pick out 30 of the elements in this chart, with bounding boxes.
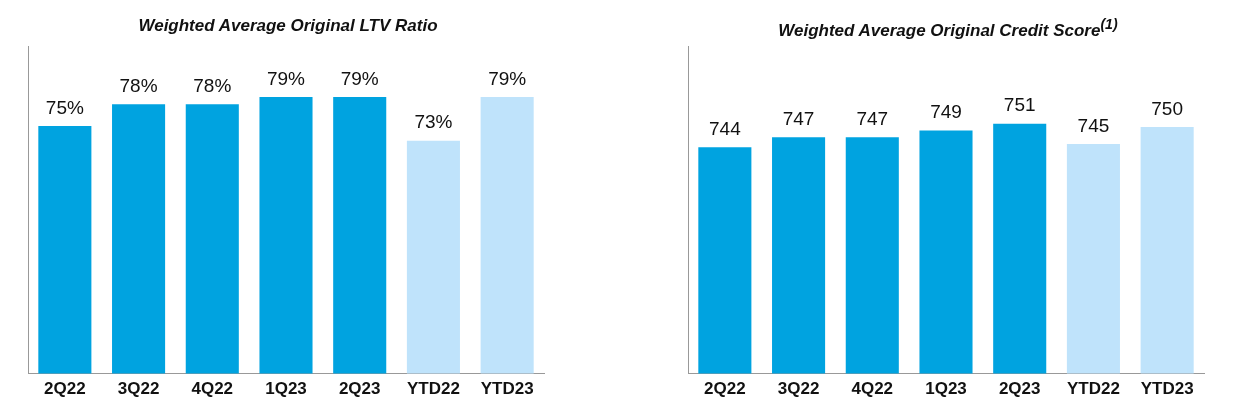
x-tick-label: 2Q22 (44, 379, 86, 399)
x-tick-label: 4Q22 (851, 379, 894, 399)
data-label: 747 (856, 107, 889, 129)
x-tick-label: 2Q23 (338, 379, 381, 399)
x-tick-label: 3Q22 (777, 379, 820, 399)
x-tick-label: 1Q23 (925, 379, 967, 399)
x-tick-label: 4Q22 (191, 379, 234, 399)
data-label: 750 (1151, 97, 1183, 119)
data-label: 79% (266, 67, 306, 89)
data-label: 744 (709, 118, 742, 140)
x-tick-label: YTD23 (480, 379, 534, 399)
x-tick-label: 2Q22 (704, 379, 746, 399)
data-label: 749 (930, 101, 962, 123)
x-tick-label: 3Q22 (117, 379, 160, 399)
data-label: 79% (340, 67, 379, 89)
x-tick-label: YTD22 (1066, 379, 1120, 399)
chart-title: Weighted Average Original Credit Score$^{(1)}$ (778, 16, 1118, 42)
x-tick-label: 2Q23 (998, 379, 1041, 399)
x-tick-label: YTD23 (1140, 379, 1194, 399)
x-tick-label: 1Q23 (265, 379, 307, 399)
chart-title: Weighted Average Original LTV Ratio (138, 16, 438, 37)
data-label: 73% (414, 111, 453, 133)
data-label: 751 (1003, 94, 1036, 116)
data-label: 745 (1077, 114, 1110, 136)
data-label: 78% (193, 74, 232, 96)
data-label: 79% (488, 67, 527, 89)
data-label: 78% (119, 74, 158, 96)
data-label: 75% (45, 96, 84, 118)
data-label: 747 (782, 107, 815, 129)
x-tick-label: YTD22 (406, 379, 460, 399)
